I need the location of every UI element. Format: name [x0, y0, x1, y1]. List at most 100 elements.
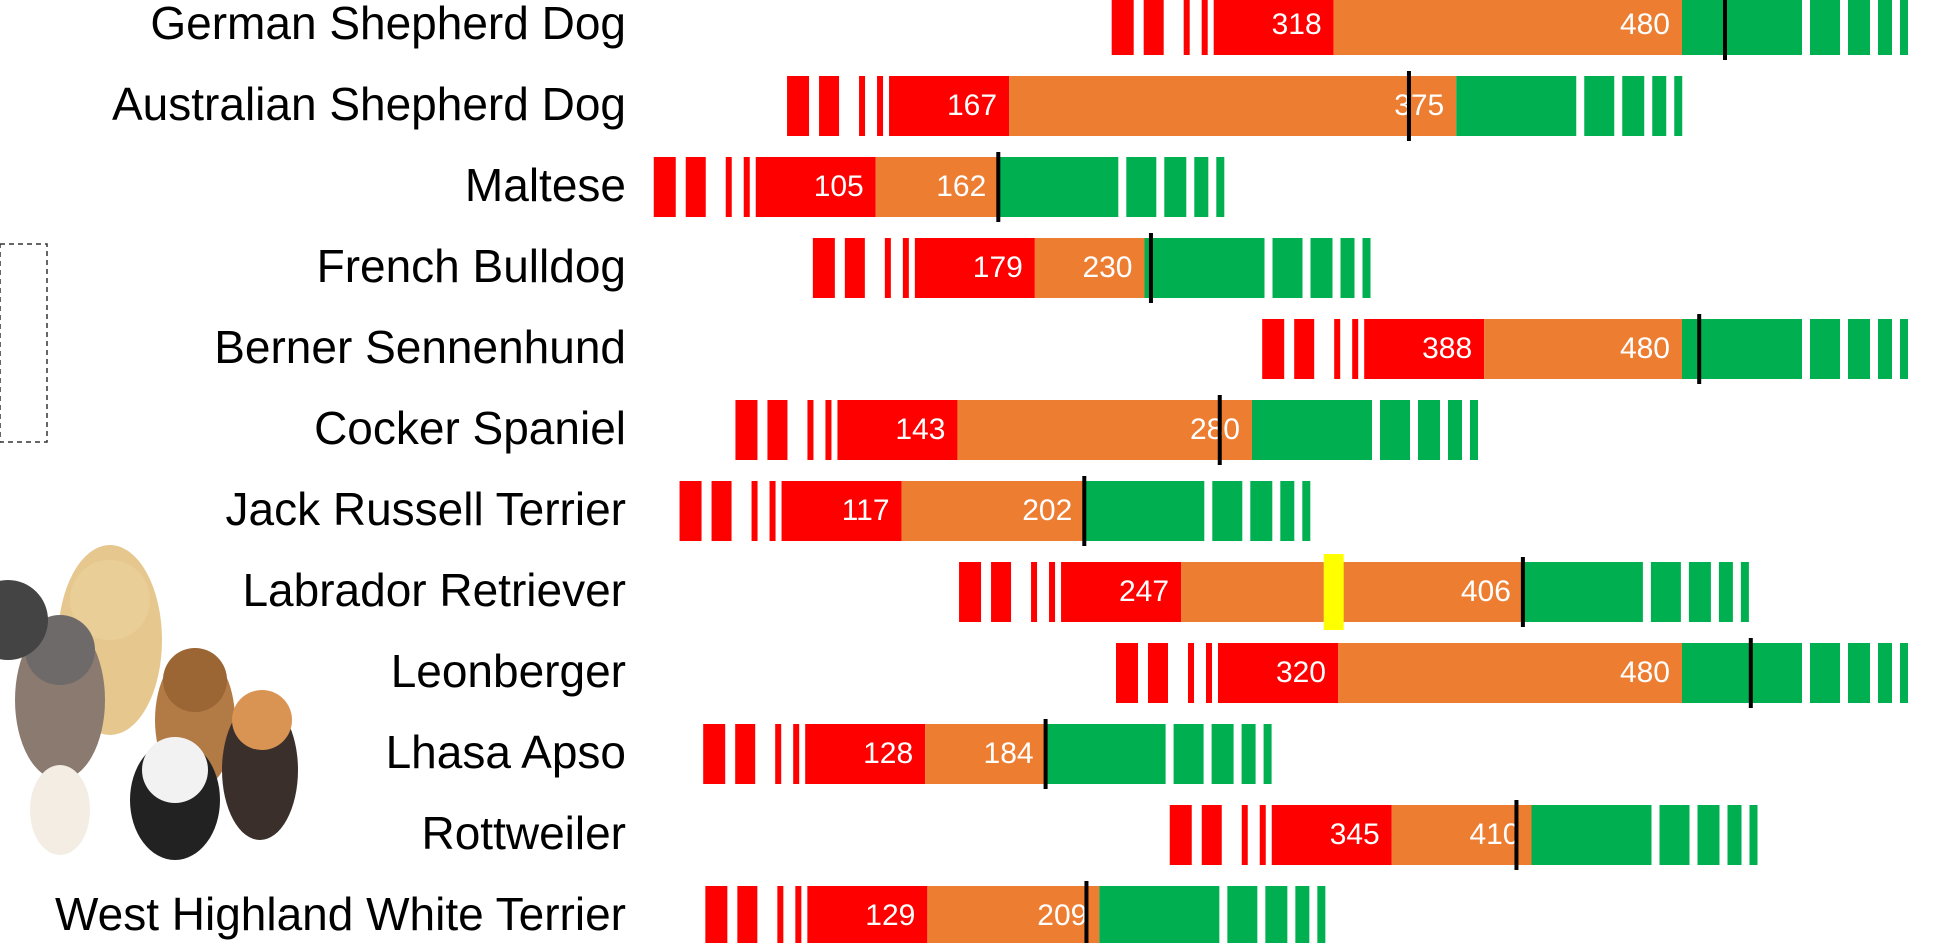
green-stripe [1448, 400, 1462, 460]
category-label: Jack Russell Terrier [226, 483, 626, 535]
green-stripe [1622, 76, 1644, 136]
red-value-label: 105 [814, 170, 864, 203]
category-label: Berner Sennenhund [214, 321, 626, 373]
green-stripe [1900, 319, 1908, 379]
red-stripe [1262, 319, 1284, 379]
orange-value-label: 230 [1082, 251, 1132, 284]
green-stripe [1126, 157, 1156, 217]
red-value-label: 247 [1119, 575, 1169, 608]
red-stripe [1184, 0, 1190, 55]
chart: German Shepherd Dog318480Australian Shep… [0, 0, 1947, 943]
green-stripe [1164, 157, 1186, 217]
red-stripe [885, 238, 891, 298]
red-stripe [703, 724, 725, 784]
orange-value-label: 375 [1394, 89, 1444, 122]
green-stripe [1878, 319, 1892, 379]
red-stripe [1116, 643, 1138, 703]
green-bar [1523, 562, 1643, 622]
green-stripe [1264, 724, 1272, 784]
red-stripe [712, 481, 732, 541]
green-bar [1532, 805, 1652, 865]
category-label: Leonberger [391, 645, 626, 697]
green-stripe [1674, 76, 1682, 136]
red-stripe [1202, 805, 1222, 865]
red-stripe [1334, 319, 1340, 379]
red-value-label: 143 [895, 413, 945, 446]
orange-value-label: 410 [1469, 818, 1519, 851]
red-value-label: 345 [1330, 818, 1380, 851]
red-stripe [1188, 643, 1194, 703]
green-stripe [1418, 400, 1440, 460]
green-bar [1682, 0, 1802, 55]
red-stripe [767, 400, 787, 460]
page: German Shepherd Dog318480Australian Shep… [0, 0, 1947, 943]
category-label: Australian Shepherd Dog [112, 78, 626, 130]
green-stripe [1216, 157, 1224, 217]
red-stripe [793, 724, 799, 784]
category-label: Rottweiler [421, 807, 626, 859]
green-stripe [1265, 886, 1287, 943]
green-stripe [1660, 805, 1690, 865]
red-stripe [735, 400, 757, 460]
orange-value-label: 162 [936, 170, 986, 203]
red-value-label: 167 [947, 89, 997, 122]
red-value-label: 320 [1276, 656, 1326, 689]
green-stripe [1212, 481, 1242, 541]
red-stripe [877, 76, 883, 136]
red-stripe [1294, 319, 1314, 379]
orange-value-label: 406 [1461, 575, 1511, 608]
red-stripe [859, 76, 865, 136]
red-stripe [777, 886, 783, 943]
green-bar [1084, 481, 1204, 541]
red-stripe [726, 157, 732, 217]
red-stripe [807, 400, 813, 460]
highlight [1324, 554, 1344, 630]
red-stripe [1260, 805, 1266, 865]
orange-value-label: 480 [1620, 332, 1670, 365]
green-stripe [1848, 0, 1870, 55]
green-stripe [1212, 724, 1234, 784]
green-stripe [1728, 805, 1742, 865]
green-stripe [1810, 0, 1840, 55]
orange-value-label: 209 [1037, 899, 1087, 932]
green-bar [1682, 643, 1802, 703]
orange-bar [1009, 76, 1456, 136]
category-label: West Highland White Terrier [55, 888, 626, 940]
red-stripe [752, 481, 758, 541]
green-bar [1456, 76, 1576, 136]
green-bar [1046, 724, 1166, 784]
red-stripe [795, 886, 801, 943]
red-stripe [959, 562, 981, 622]
green-stripe [1273, 238, 1303, 298]
red-stripe [770, 481, 776, 541]
red-stripe [1049, 562, 1055, 622]
red-stripe [686, 157, 706, 217]
green-stripe [1810, 319, 1840, 379]
orange-value-label: 202 [1022, 494, 1072, 527]
green-stripe [1380, 400, 1410, 460]
red-stripe [903, 238, 909, 298]
orange-value-label: 480 [1620, 8, 1670, 41]
red-value-label: 179 [973, 251, 1023, 284]
green-bar [1252, 400, 1372, 460]
red-stripe [1112, 0, 1134, 55]
red-stripe [1144, 0, 1164, 55]
green-stripe [1250, 481, 1272, 541]
red-stripe [735, 724, 755, 784]
red-stripe [819, 76, 839, 136]
red-stripe [991, 562, 1011, 622]
green-bar [1145, 238, 1265, 298]
red-stripe [654, 157, 676, 217]
green-stripe [1242, 724, 1256, 784]
green-stripe [1341, 238, 1355, 298]
green-stripe [1363, 238, 1371, 298]
red-value-label: 388 [1422, 332, 1472, 365]
green-stripe [1878, 0, 1892, 55]
category-label: Lhasa Apso [386, 726, 626, 778]
orange-value-label: 184 [984, 737, 1034, 770]
red-value-label: 117 [842, 494, 890, 527]
green-stripe [1174, 724, 1204, 784]
green-stripe [1302, 481, 1310, 541]
green-stripe [1750, 805, 1758, 865]
red-stripe [680, 481, 702, 541]
